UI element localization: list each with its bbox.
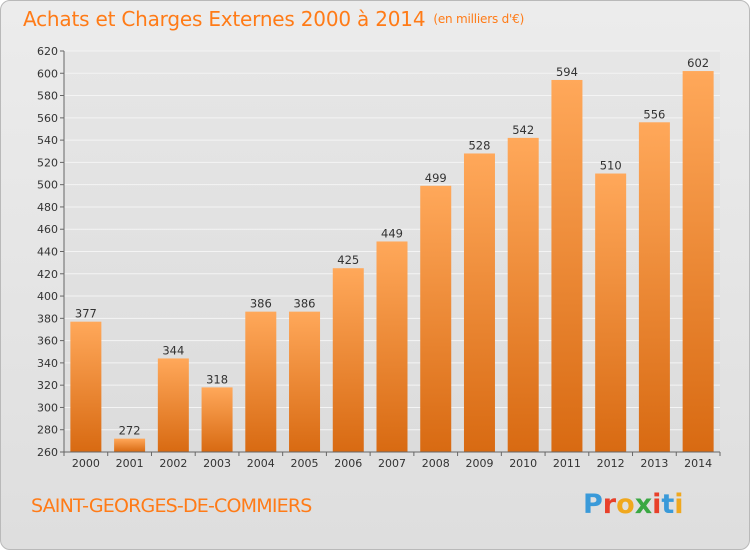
bar-value-label: 386 (250, 297, 272, 311)
x-axis: 2000 2001 2002 2003 2004 2005 2006 2007 2008 2009… (63, 451, 721, 470)
bar-value-label: 602 (687, 56, 709, 70)
x-tick-label: 2013 (640, 457, 668, 470)
bar-value-label: 344 (162, 343, 184, 357)
y-tick-label: 540 (37, 134, 58, 147)
bar (463, 153, 495, 452)
y-tick-label: 560 (37, 112, 58, 125)
bar (289, 311, 321, 452)
y-tick-label: 420 (37, 268, 58, 281)
bar-value-label: 510 (600, 159, 622, 173)
y-tick-label: 620 (37, 45, 58, 58)
x-tick-label: 2003 (203, 457, 231, 470)
logo-letter: t (661, 489, 675, 520)
bar-value-label: 318 (206, 372, 228, 386)
bar-value-label: 542 (512, 123, 534, 137)
bar-value-label: 377 (75, 307, 97, 321)
y-tick-label: 500 (37, 179, 58, 192)
bars: 377 272 344 318 386 386 425 449 499 528 542 594 510 5… (70, 56, 714, 453)
x-tick-label: 2014 (684, 457, 712, 470)
y-tick-label: 380 (37, 312, 58, 325)
chart-title-text: Achats et Charges Externes 2000 à 2014 (23, 7, 426, 31)
y-axis: 260 280 300 320 340 360 380 400 420 440 460 480 500 5… (37, 45, 65, 459)
bar-value-label: 386 (294, 297, 316, 311)
x-tick-label: 2005 (291, 457, 319, 470)
proxiti-logo[interactable]: Proxiti (583, 489, 684, 520)
logo-letter: i (674, 489, 684, 520)
bar-value-label: 272 (119, 424, 141, 438)
logo-letter: x (634, 489, 653, 520)
y-tick-label: 360 (37, 335, 58, 348)
bar-value-label: 499 (425, 171, 447, 185)
bar (245, 311, 277, 452)
x-tick-label: 2009 (465, 457, 493, 470)
x-tick-label: 2007 (378, 457, 406, 470)
bar (507, 137, 539, 452)
y-tick-label: 460 (37, 223, 58, 236)
y-tick-label: 400 (37, 290, 58, 303)
x-tick-label: 2006 (334, 457, 362, 470)
bar-value-label: 449 (381, 226, 403, 240)
bar-value-label: 528 (468, 138, 490, 152)
bar (638, 122, 670, 453)
x-tick-label: 2010 (509, 457, 537, 470)
bar (70, 321, 102, 452)
logo-letter: o (616, 489, 635, 520)
chart-title: Achats et Charges Externes 2000 à 2014 (e… (23, 7, 524, 31)
x-tick-label: 2002 (159, 457, 187, 470)
x-tick-label: 2008 (422, 457, 450, 470)
bar (201, 387, 233, 452)
bar-value-label: 594 (556, 65, 578, 79)
y-tick-label: 520 (37, 156, 58, 169)
y-tick-label: 580 (37, 90, 58, 103)
bar (332, 268, 364, 452)
y-tick-label: 280 (37, 424, 58, 437)
chart-subtitle: (en milliers d'€) (433, 12, 525, 26)
y-tick-label: 300 (37, 401, 58, 414)
y-tick-label: 320 (37, 379, 58, 392)
bar (114, 438, 146, 452)
x-tick-label: 2012 (597, 457, 625, 470)
bar-value-label: 556 (643, 107, 665, 121)
x-tick-label: 2004 (247, 457, 275, 470)
y-tick-label: 440 (37, 246, 58, 259)
x-tick-label: 2000 (72, 457, 100, 470)
bar (376, 241, 408, 452)
logo-letter: r (602, 489, 617, 520)
x-tick-label: 2001 (116, 457, 144, 470)
y-tick-label: 600 (37, 67, 58, 80)
x-tick-label: 2011 (553, 457, 581, 470)
bar (551, 79, 583, 452)
y-tick-label: 260 (37, 446, 58, 459)
bar (682, 71, 714, 453)
bar (595, 173, 627, 452)
bar-value-label: 425 (337, 253, 359, 267)
y-tick-label: 480 (37, 201, 58, 214)
logo-letter: i (652, 489, 662, 520)
logo-letter: P (583, 489, 603, 520)
bar (157, 358, 189, 452)
commune-name: SAINT-GEORGES-DE-COMMIERS (31, 495, 312, 517)
bar (420, 185, 452, 452)
y-tick-label: 340 (37, 357, 58, 370)
